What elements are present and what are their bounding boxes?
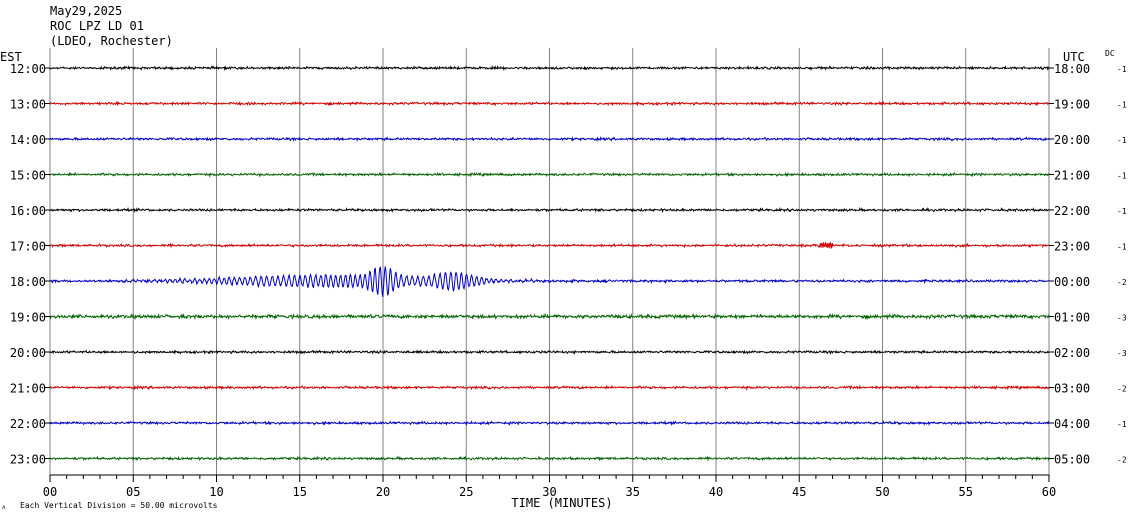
header-station: ROC LPZ LD 01	[50, 19, 144, 33]
utc-hour-label: 19:00	[1054, 98, 1090, 112]
utc-hour-label: 02:00	[1054, 346, 1090, 360]
seismic-trace-row	[49, 241, 1049, 249]
est-hour-label: 17:00	[10, 240, 46, 254]
utc-hour-label: 03:00	[1054, 382, 1090, 396]
seismic-trace-row	[49, 206, 1050, 214]
dc-offset-label: -3	[1117, 349, 1127, 358]
est-hour-label: 20:00	[10, 346, 46, 360]
x-tick-label: 05	[126, 485, 140, 499]
utc-hour-label: 18:00	[1054, 62, 1090, 76]
est-hour-label: 16:00	[10, 204, 46, 218]
dc-offset-label: -2	[1117, 385, 1127, 394]
x-tick-label: 55	[959, 485, 973, 499]
utc-hour-label: 05:00	[1054, 453, 1090, 467]
est-hour-label: 13:00	[10, 98, 46, 112]
est-hour-label: 22:00	[10, 417, 46, 431]
dc-offset-label: -3	[1117, 314, 1127, 323]
x-axis-label: TIME (MINUTES)	[511, 496, 612, 510]
utc-hour-label: 23:00	[1054, 240, 1090, 254]
vertical-division-note: Each Vertical Division = 50.00 microvolt…	[20, 501, 218, 510]
seismic-trace-row	[49, 136, 1050, 143]
seismic-trace-row	[49, 171, 1050, 178]
seismic-trace-row	[49, 100, 1050, 107]
x-tick-label: 40	[709, 485, 723, 499]
utc-hour-label: 22:00	[1054, 204, 1090, 218]
est-hour-label: 21:00	[10, 382, 46, 396]
x-tick-label: 45	[792, 485, 806, 499]
est-hour-label: 19:00	[10, 311, 46, 325]
dc-offset-label: -2	[1117, 456, 1127, 465]
est-hour-label: 15:00	[10, 169, 46, 183]
seismic-trace-row	[49, 349, 1050, 355]
seismic-trace-row	[49, 312, 1050, 321]
dc-offset-label: -1	[1117, 243, 1127, 252]
seismic-trace-row	[49, 384, 1050, 392]
seismic-trace-row	[49, 419, 1050, 427]
dc-offset-label: -1	[1117, 136, 1127, 145]
seismic-trace-row	[49, 455, 1050, 462]
x-tick-label: 10	[209, 485, 223, 499]
est-hour-label: 23:00	[10, 453, 46, 467]
x-tick-label: 30	[542, 485, 556, 499]
row-labels: 12:00 18:00 -1 13:00 19:00 -1 14:00 20:00 -1 15:0…	[10, 62, 1127, 467]
seismic-trace-row	[49, 266, 1050, 297]
x-tick-label: 60	[1042, 485, 1056, 499]
x-tick-label: 20	[376, 485, 390, 499]
dc-offset-label: -2	[1117, 278, 1127, 287]
utc-hour-label: 00:00	[1054, 275, 1090, 289]
left-timezone-label: EST	[0, 50, 22, 64]
x-tick-label: 00	[43, 485, 57, 499]
right-timezone-label: UTC	[1063, 50, 1085, 64]
x-tick-label: 15	[293, 485, 307, 499]
scale-icon: ᴧ	[2, 504, 6, 511]
time-axis: 00 05 10 15 20 25 30 35 40 45 50 55 60	[43, 67, 1056, 499]
x-tick-label: 50	[875, 485, 889, 499]
dc-offset-label: -1	[1117, 172, 1127, 181]
grid-lines	[49, 48, 1050, 475]
utc-hour-label: 20:00	[1054, 133, 1090, 147]
dc-offset-label: -1	[1117, 65, 1127, 74]
trace-lines	[49, 64, 1050, 462]
header-network: (LDEO, Rochester)	[50, 34, 173, 48]
x-tick-label: 25	[459, 485, 473, 499]
x-tick-label: 35	[626, 485, 640, 499]
utc-hour-label: 21:00	[1054, 169, 1090, 183]
seismic-trace-row	[49, 64, 1050, 72]
est-hour-label: 12:00	[10, 62, 46, 76]
est-hour-label: 14:00	[10, 133, 46, 147]
dc-offset-label: -1	[1117, 207, 1127, 216]
utc-hour-label: 04:00	[1054, 417, 1090, 431]
utc-hour-label: 01:00	[1054, 311, 1090, 325]
dc-offset-label: -1	[1117, 420, 1127, 429]
est-hour-label: 18:00	[10, 275, 46, 289]
dc-header-label: DC	[1105, 49, 1115, 58]
dc-offset-label: -1	[1117, 101, 1127, 110]
header-date: May29,2025	[50, 4, 123, 18]
